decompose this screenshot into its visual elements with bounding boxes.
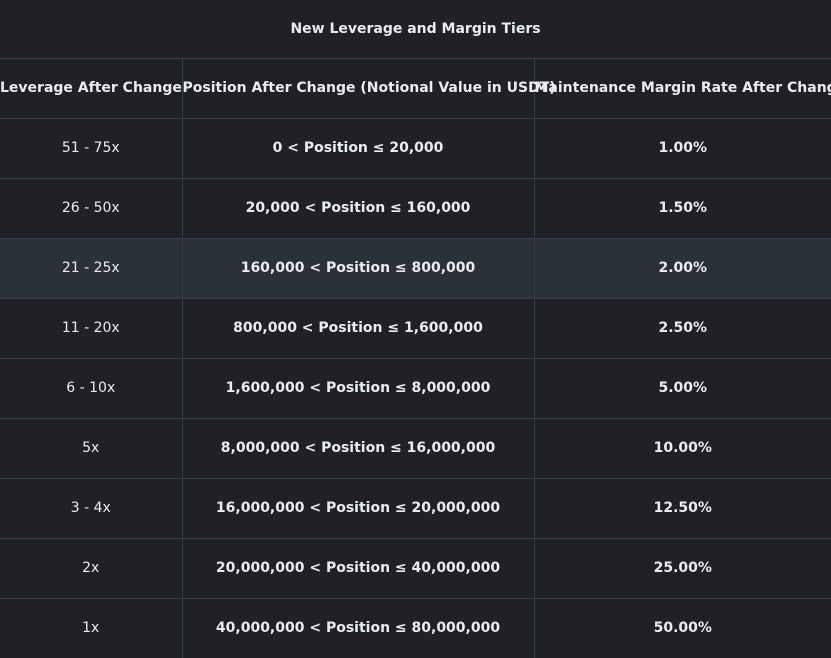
table-row: 51 - 75x 0 < Position ≤ 20,000 1.00% xyxy=(0,119,831,179)
table-row: 26 - 50x 20,000 < Position ≤ 160,000 1.5… xyxy=(0,179,831,239)
table-row: 1x 40,000,000 < Position ≤ 80,000,000 50… xyxy=(0,599,831,658)
position-cell: 800,000 < Position ≤ 1,600,000 xyxy=(182,299,534,359)
margin-cell: 10.00% xyxy=(534,419,831,479)
margin-cell: 12.50% xyxy=(534,479,831,539)
position-cell: 40,000,000 < Position ≤ 80,000,000 xyxy=(182,599,534,658)
leverage-cell: 6 - 10x xyxy=(0,359,182,419)
table-row: 3 - 4x 16,000,000 < Position ≤ 20,000,00… xyxy=(0,479,831,539)
position-cell: 20,000 < Position ≤ 160,000 xyxy=(182,179,534,239)
leverage-cell: 26 - 50x xyxy=(0,179,182,239)
margin-cell: 25.00% xyxy=(534,539,831,599)
margin-cell: 1.00% xyxy=(534,119,831,179)
position-cell: 160,000 < Position ≤ 800,000 xyxy=(182,239,534,299)
header-leverage: Leverage After Change xyxy=(0,59,182,119)
margin-cell: 5.00% xyxy=(534,359,831,419)
table-header-row: Leverage After Change Position After Cha… xyxy=(0,59,831,119)
leverage-cell: 11 - 20x xyxy=(0,299,182,359)
margin-cell: 50.00% xyxy=(534,599,831,658)
table-row: 2x 20,000,000 < Position ≤ 40,000,000 25… xyxy=(0,539,831,599)
position-cell: 16,000,000 < Position ≤ 20,000,000 xyxy=(182,479,534,539)
position-cell: 20,000,000 < Position ≤ 40,000,000 xyxy=(182,539,534,599)
position-cell: 8,000,000 < Position ≤ 16,000,000 xyxy=(182,419,534,479)
margin-cell: 2.00% xyxy=(534,239,831,299)
leverage-cell: 5x xyxy=(0,419,182,479)
table-row: 6 - 10x 1,600,000 < Position ≤ 8,000,000… xyxy=(0,359,831,419)
position-cell: 0 < Position ≤ 20,000 xyxy=(182,119,534,179)
margin-cell: 2.50% xyxy=(534,299,831,359)
header-position: Position After Change (Notional Value in… xyxy=(182,59,534,119)
margin-cell: 1.50% xyxy=(534,179,831,239)
table-title: New Leverage and Margin Tiers xyxy=(0,0,831,59)
leverage-cell: 2x xyxy=(0,539,182,599)
leverage-cell: 3 - 4x xyxy=(0,479,182,539)
table-title-row: New Leverage and Margin Tiers xyxy=(0,0,831,59)
leverage-cell: 21 - 25x xyxy=(0,239,182,299)
table-row: 11 - 20x 800,000 < Position ≤ 1,600,000 … xyxy=(0,299,831,359)
table-row-highlighted: 21 - 25x 160,000 < Position ≤ 800,000 2.… xyxy=(0,239,831,299)
header-maintenance-margin: Maintenance Margin Rate After Change xyxy=(534,59,831,119)
leverage-cell: 1x xyxy=(0,599,182,658)
position-cell: 1,600,000 < Position ≤ 8,000,000 xyxy=(182,359,534,419)
leverage-cell: 51 - 75x xyxy=(0,119,182,179)
table-row: 5x 8,000,000 < Position ≤ 16,000,000 10.… xyxy=(0,419,831,479)
